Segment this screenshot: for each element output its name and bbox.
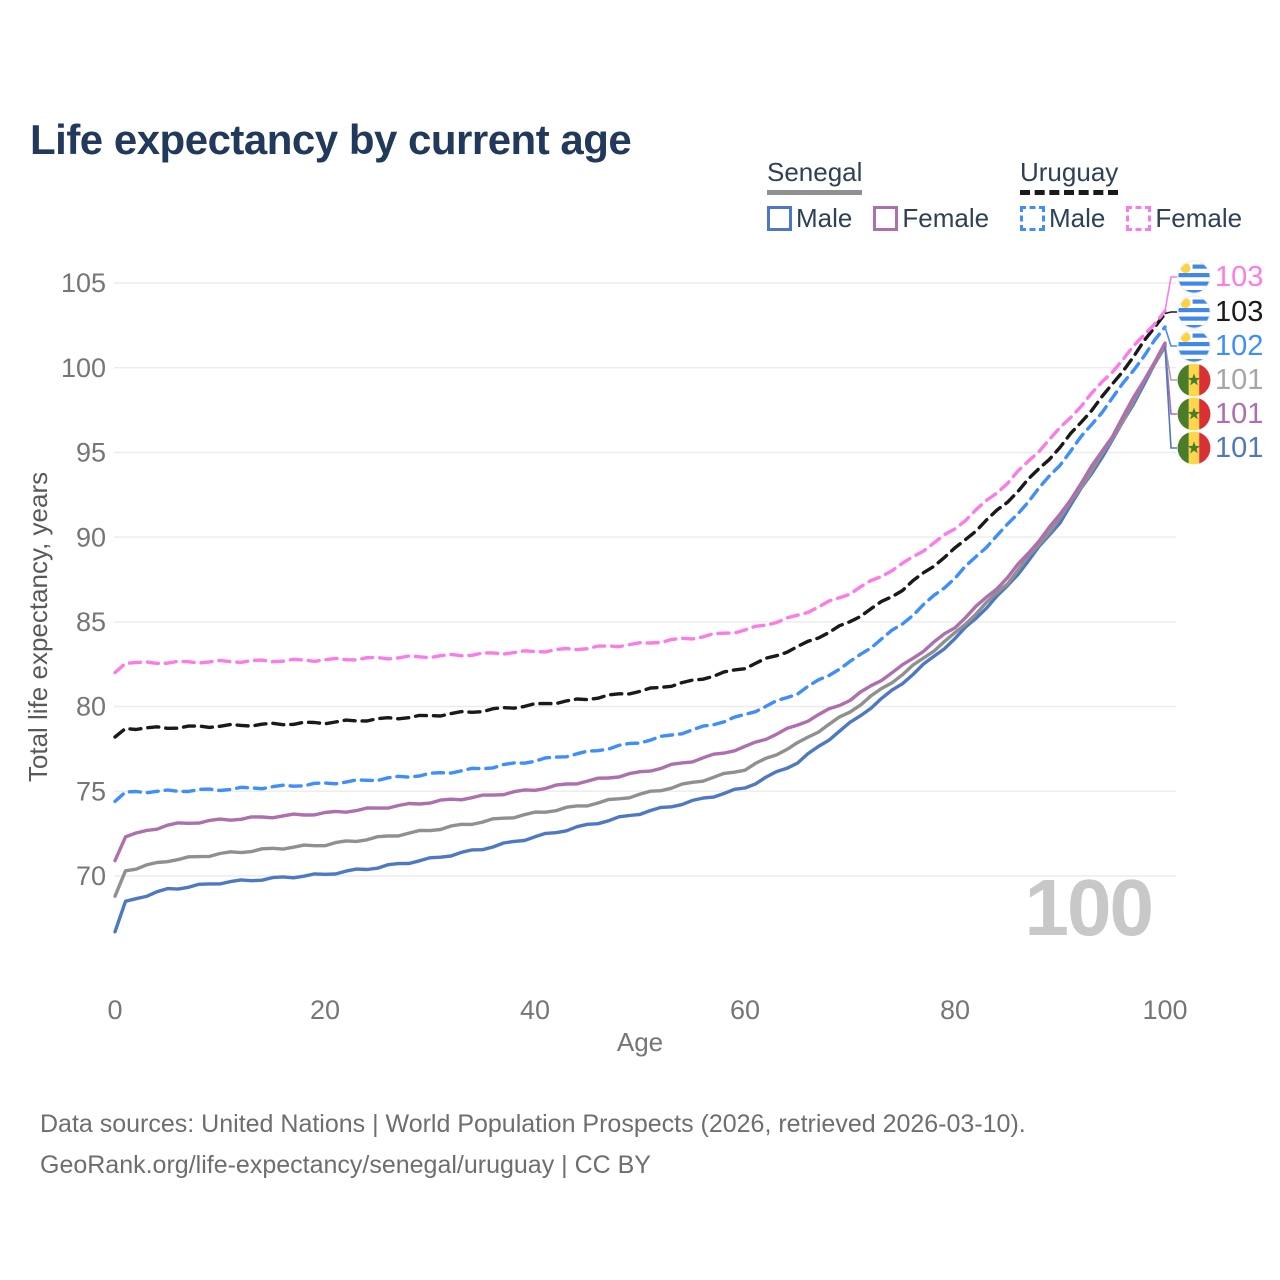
end-label-value: 101 — [1215, 363, 1264, 396]
svg-text:20: 20 — [310, 995, 340, 1025]
uruguay-flag-icon — [1177, 295, 1211, 329]
senegal-flag-icon — [1177, 363, 1211, 397]
svg-text:Total life expectancy, years: Total life expectancy, years — [23, 472, 53, 782]
end-label-value: 103 — [1215, 260, 1264, 293]
svg-text:95: 95 — [76, 438, 106, 468]
uruguay-flag-icon — [1177, 260, 1211, 294]
senegal-female-swatch[interactable] — [873, 206, 899, 231]
svg-text:70: 70 — [76, 861, 106, 891]
svg-text:75: 75 — [76, 776, 106, 806]
svg-text:0: 0 — [107, 995, 122, 1025]
svg-text:85: 85 — [76, 607, 106, 637]
legend-header-uruguay[interactable]: Uruguay — [1020, 157, 1119, 195]
svg-text:Age: Age — [617, 1027, 663, 1057]
uruguay-female-label[interactable]: Female — [1155, 203, 1243, 233]
senegal-male-label[interactable]: Male — [796, 203, 853, 233]
footer-data-sources: Data sources: United Nations | World Pop… — [40, 1110, 1026, 1138]
end-label-value: 101 — [1215, 431, 1264, 464]
uruguay-male-label[interactable]: Male — [1049, 203, 1106, 233]
svg-text:60: 60 — [730, 995, 760, 1025]
page-title: Life expectancy by current age — [30, 116, 632, 164]
senegal-flag-icon — [1177, 431, 1211, 465]
senegal-male-swatch[interactable] — [767, 206, 792, 231]
legend-header-senegal[interactable]: Senegal — [767, 157, 863, 195]
svg-text:80: 80 — [940, 995, 970, 1025]
svg-text:80: 80 — [76, 692, 106, 722]
end-label-value: 103 — [1215, 295, 1264, 328]
uruguay-male-swatch[interactable] — [1020, 206, 1045, 231]
svg-text:90: 90 — [76, 522, 106, 552]
footer: Data sources: United Nations | World Pop… — [40, 1104, 1026, 1186]
uruguay-flag-icon — [1177, 329, 1211, 363]
senegal-female-label[interactable]: Female — [902, 203, 990, 233]
legend-group-uruguay: Uruguay Male Female — [1020, 157, 1242, 234]
current-age-watermark: 100 — [1024, 863, 1154, 952]
svg-text:40: 40 — [520, 995, 550, 1025]
end-label-senegal-female: 101 — [1177, 397, 1263, 431]
uruguay-female-swatch[interactable] — [1126, 206, 1152, 231]
legend-group-senegal: Senegal Male Female — [767, 157, 989, 234]
end-label-senegal-total: 101 — [1177, 363, 1263, 397]
end-label-uruguay-female: 103 — [1177, 260, 1263, 294]
senegal-flag-icon — [1177, 397, 1211, 431]
end-label-value: 101 — [1215, 397, 1264, 430]
svg-text:100: 100 — [1142, 995, 1187, 1025]
end-label-value: 102 — [1215, 329, 1264, 362]
svg-text:100: 100 — [61, 353, 106, 383]
end-label-uruguay-total: 103 — [1177, 295, 1263, 329]
end-label-senegal-male: 101 — [1177, 431, 1263, 465]
end-label-uruguay-male: 102 — [1177, 329, 1263, 363]
footer-attribution: GeoRank.org/life-expectancy/senegal/urug… — [40, 1151, 651, 1179]
svg-text:105: 105 — [61, 268, 106, 298]
